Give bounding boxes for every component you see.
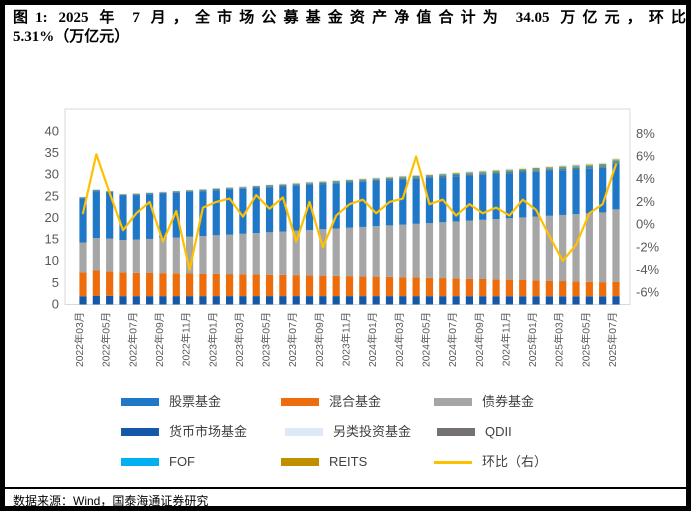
svg-text:40: 40 [45,123,59,138]
svg-text:35: 35 [45,145,59,160]
svg-text:2023年05月: 2023年05月 [260,312,273,367]
svg-text:25: 25 [45,188,59,203]
svg-text:0: 0 [52,297,59,312]
svg-text:-4%: -4% [636,262,660,277]
svg-text:2025年05月: 2025年05月 [579,312,592,367]
svg-text:2023年11月: 2023年11月 [340,312,353,366]
svg-text:6%: 6% [636,149,655,164]
svg-text:2022年09月: 2022年09月 [153,312,166,367]
svg-text:2022年11月: 2022年11月 [180,312,193,366]
svg-text:2023年07月: 2023年07月 [286,312,299,367]
svg-text:20: 20 [45,210,59,225]
svg-text:2024年09月: 2024年09月 [473,312,486,367]
svg-text:2025年01月: 2025年01月 [526,312,539,367]
svg-text:2022年05月: 2022年05月 [100,312,113,367]
svg-text:2025年03月: 2025年03月 [553,312,566,367]
svg-text:0%: 0% [636,217,655,232]
svg-text:2022年07月: 2022年07月 [126,312,139,367]
svg-text:15: 15 [45,232,59,247]
svg-text:2024年05月: 2024年05月 [419,312,432,367]
svg-text:2023年01月: 2023年01月 [206,312,219,367]
svg-text:5: 5 [52,275,59,290]
svg-text:2024年07月: 2024年07月 [446,312,459,367]
svg-text:2%: 2% [636,194,655,209]
svg-text:2025年07月: 2025年07月 [606,312,619,367]
svg-text:-6%: -6% [636,285,660,300]
svg-text:8%: 8% [636,126,655,141]
svg-text:4%: 4% [636,171,655,186]
svg-text:2024年01月: 2024年01月 [366,312,379,367]
svg-text:2023年03月: 2023年03月 [233,312,246,367]
svg-text:10: 10 [45,253,59,268]
svg-text:2024年03月: 2024年03月 [393,312,406,367]
svg-text:2023年09月: 2023年09月 [313,312,326,367]
svg-text:-2%: -2% [636,239,660,254]
svg-text:30: 30 [45,167,59,182]
svg-text:2024年11月: 2024年11月 [499,312,512,366]
svg-text:2022年03月: 2022年03月 [73,312,86,367]
